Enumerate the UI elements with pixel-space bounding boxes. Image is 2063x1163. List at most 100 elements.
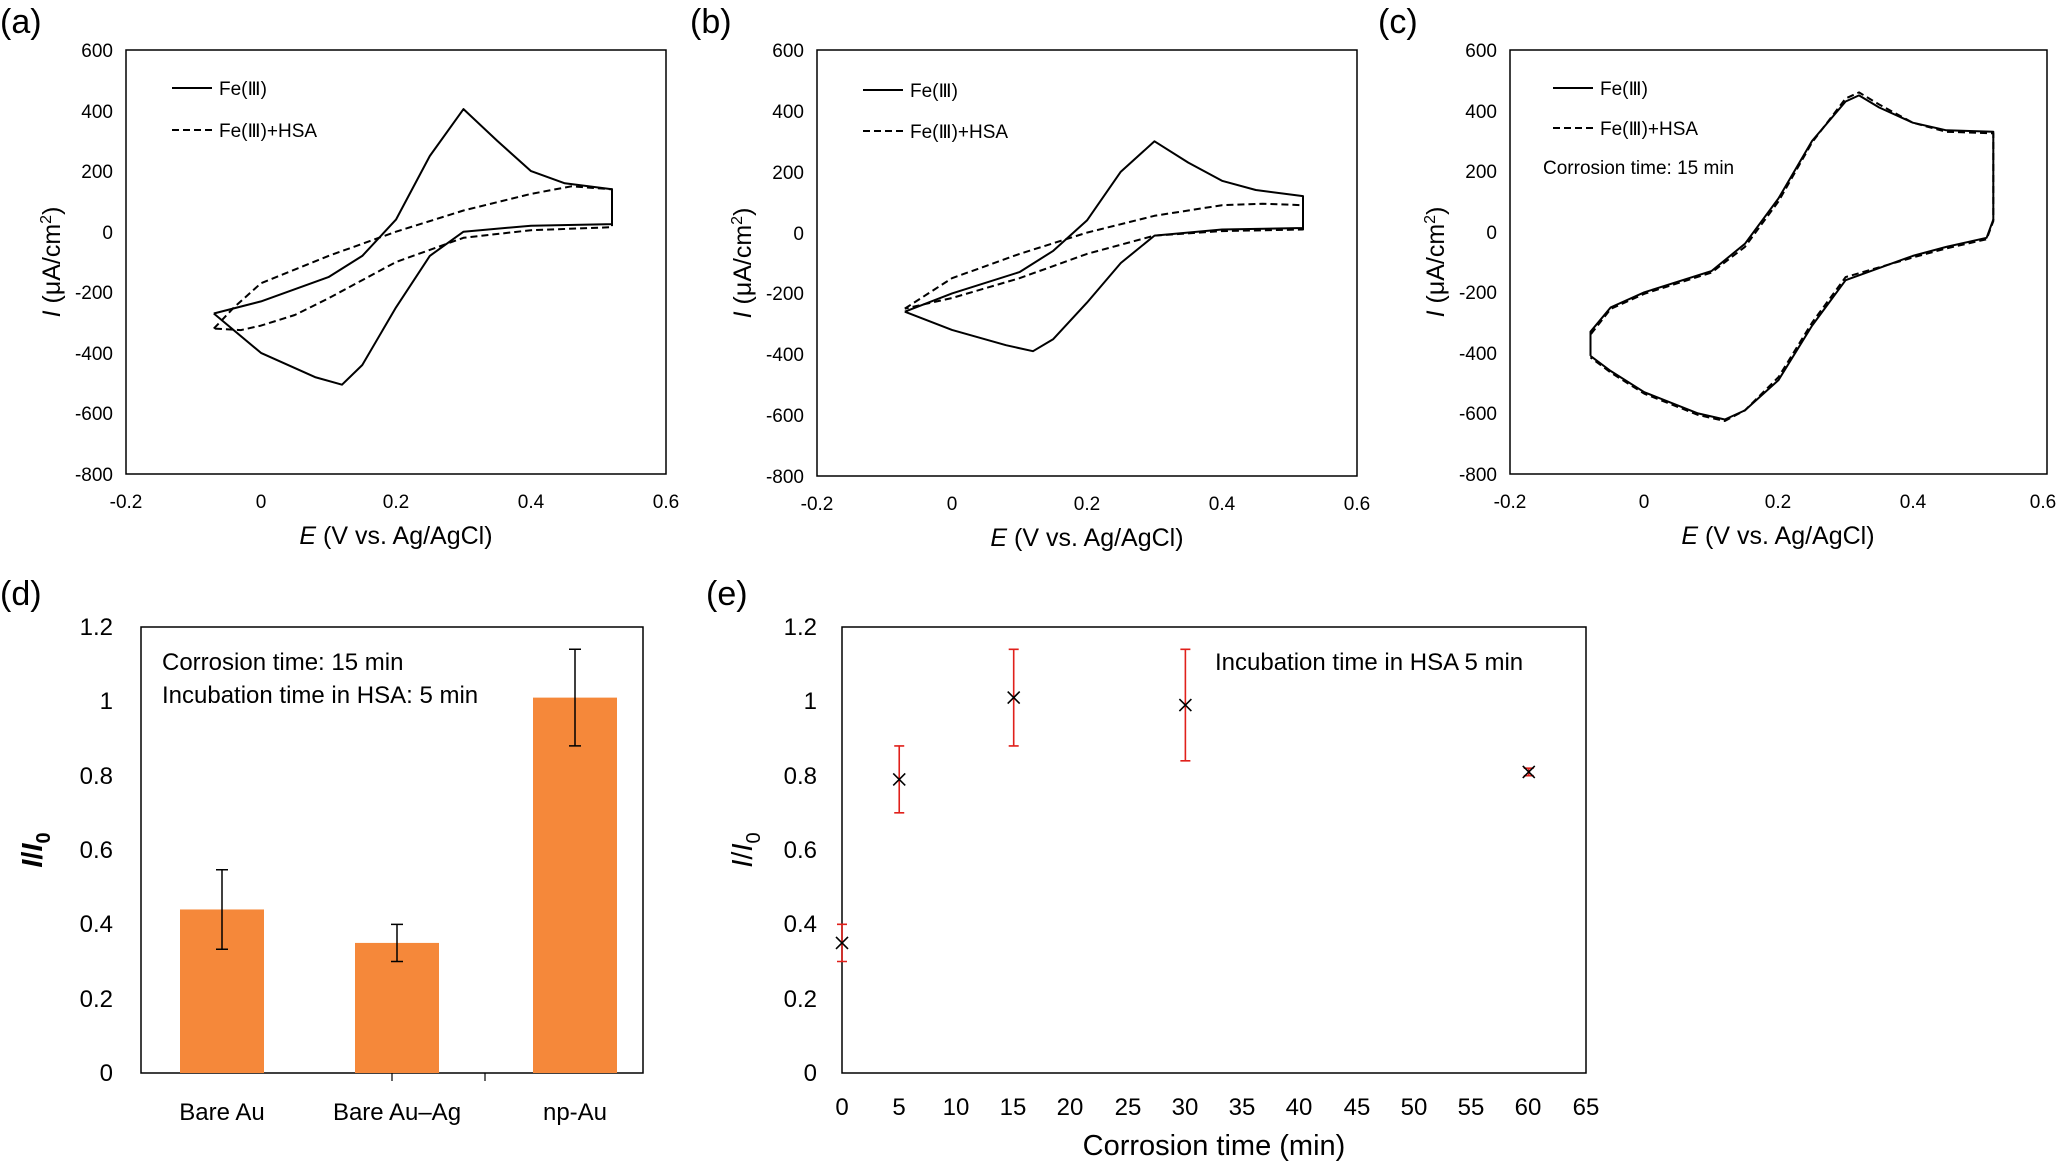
- panel-c-series-fe-line: [1589, 94, 1995, 421]
- panel-e-ylabel: I/I0: [727, 832, 765, 867]
- panel-d-error-bar: [569, 648, 581, 747]
- panel-a-curves: [213, 108, 613, 386]
- panel-c-ytick: 200: [1465, 162, 1497, 183]
- panel-c-label: (c): [1378, 3, 1418, 41]
- panel-e-points: [835, 648, 1536, 963]
- panel-a-xtick: 0.2: [383, 492, 409, 513]
- panel-b-ytick: -800: [766, 467, 804, 488]
- panel-e-data-point: [892, 772, 906, 786]
- panel-e-xtick: 0: [835, 1094, 848, 1121]
- panel-c-legend-label: Fe(Ⅲ)+HSA: [1600, 119, 1698, 140]
- panel-a: (a) 600 400 200 0 -200 -400 -600 -800 -0…: [0, 3, 679, 550]
- panel-e-ytick: 0: [804, 1060, 817, 1087]
- panel-a-legend-label: Fe(Ⅲ): [219, 79, 267, 100]
- panel-d-ylabel: I/I0: [17, 832, 55, 867]
- panel-b-ticks: 600 400 200 0 -200 -400 -600 -800 -0.2 0…: [766, 41, 1370, 515]
- panel-e-ytick: 0.6: [784, 837, 817, 864]
- panel-d: (d) 1.2 1 0.8 0.6 0.4 0.2 0 I/I0 Corrosi…: [0, 575, 644, 1126]
- panel-d-label: (d): [0, 575, 42, 613]
- panel-a-ytick: 0: [102, 223, 113, 244]
- panel-a-ytick: -600: [75, 404, 113, 425]
- panel-d-ytick: 0.4: [80, 911, 113, 938]
- panel-b-legend-label: Fe(Ⅲ)+HSA: [910, 122, 1008, 143]
- panel-c-ylabel: I (μA/cm2): [1422, 207, 1450, 318]
- panel-e-data-point: [835, 936, 849, 950]
- panel-e-xlabel: Corrosion time (min): [1083, 1130, 1346, 1162]
- panel-a-ytick: 600: [81, 41, 113, 62]
- panel-e-xtick: 5: [892, 1094, 905, 1121]
- panel-a-xtick: 0: [256, 492, 267, 513]
- panel-b: (b) 600 400 200 0 -200 -400 -600 -800 -0…: [690, 3, 1370, 552]
- panel-e-xtick: 10: [943, 1094, 970, 1121]
- panel-e-xtick: 45: [1344, 1094, 1371, 1121]
- panel-d-ytick: 0.2: [80, 986, 113, 1013]
- panel-e-data-point: [1178, 698, 1192, 712]
- panel-b-legend: Fe(Ⅲ) Fe(Ⅲ)+HSA: [863, 81, 1008, 143]
- panel-e-yticks: 1.2 1 0.8 0.6 0.4 0.2 0: [784, 614, 817, 1087]
- panel-e-xtick: 30: [1172, 1094, 1199, 1121]
- panel-a-ytick: -200: [75, 283, 113, 304]
- panel-a-ytick: 200: [81, 162, 113, 183]
- panel-a-xlabel: E (V vs. Ag/AgCl): [299, 522, 492, 550]
- panel-e-xtick: 55: [1458, 1094, 1485, 1121]
- panel-d-category-label: Bare Au: [179, 1099, 264, 1126]
- panel-b-curves: [904, 140, 1304, 353]
- panel-b-ytick: -400: [766, 345, 804, 366]
- panel-e-xtick: 40: [1286, 1094, 1313, 1121]
- panel-b-ytick: -200: [766, 284, 804, 305]
- panel-b-series-fe-hsa-line: [904, 202, 1304, 310]
- panel-b-ylabel: I (μA/cm2): [729, 208, 757, 319]
- panel-b-xtick: 0.2: [1074, 494, 1100, 515]
- panel-b-xtick: 0: [947, 494, 958, 515]
- panel-b-ytick: 0: [793, 224, 804, 245]
- panel-c-legend-label: Fe(Ⅲ): [1600, 79, 1648, 100]
- panel-e-ytick: 1: [804, 688, 817, 715]
- panel-e-xtick: 20: [1057, 1094, 1084, 1121]
- panel-e-xtick: 25: [1115, 1094, 1142, 1121]
- panel-b-xtick: 0.6: [1344, 494, 1370, 515]
- panel-c: (c) 600 400 200 0 -200 -400 -600 -800 -0…: [1378, 3, 2056, 550]
- panel-e-label: (e): [706, 575, 748, 613]
- panel-b-xtick: -0.2: [801, 494, 834, 515]
- panel-b-ytick: -600: [766, 406, 804, 427]
- panel-e-xtick: 15: [1000, 1094, 1027, 1121]
- panel-a-xtick: -0.2: [110, 492, 143, 513]
- panel-a-ticks: 600 400 200 0 -200 -400 -600 -800 -0.2 0…: [75, 41, 679, 513]
- panel-d-ytick: 1: [100, 688, 113, 715]
- panel-c-xtick: -0.2: [1494, 492, 1527, 513]
- panel-a-legend: Fe(Ⅲ) Fe(Ⅲ)+HSA: [172, 79, 317, 142]
- panel-c-plot-frame: [1509, 49, 2048, 475]
- panel-b-label: (b): [690, 3, 732, 41]
- panel-a-xtick: 0.4: [518, 492, 545, 513]
- panel-a-series-fe-line: [213, 108, 613, 386]
- panel-e: (e) 1.2 1 0.8 0.6 0.4 0.2 0 0 5 10 15 20…: [706, 575, 1599, 1162]
- panel-c-ytick: -400: [1459, 344, 1497, 365]
- panel-b-ytick: 600: [772, 41, 804, 62]
- panel-d-ytick: 0: [100, 1060, 113, 1087]
- panel-c-ytick: 600: [1465, 41, 1497, 62]
- panel-a-ylabel: I (μA/cm2): [38, 207, 66, 318]
- panel-c-ytick: -600: [1459, 404, 1497, 425]
- panel-a-plot-frame: [125, 49, 667, 475]
- panel-c-curves: [1589, 91, 1995, 422]
- panel-d-annotation: Incubation time in HSA: 5 min: [162, 682, 478, 709]
- panel-a-ytick: -800: [75, 465, 113, 486]
- panel-a-ytick: -400: [75, 344, 113, 365]
- panel-e-annotation: Incubation time in HSA 5 min: [1215, 649, 1523, 676]
- panel-b-plot-frame: [816, 49, 1358, 477]
- panel-d-bar: [533, 697, 617, 1073]
- panel-d-yticks: 1.2 1 0.8 0.6 0.4 0.2 0: [80, 614, 113, 1087]
- panel-b-series-fe-line: [904, 140, 1304, 353]
- panel-c-ytick: -800: [1459, 465, 1497, 486]
- panel-c-annotation: Corrosion time: 15 min: [1543, 158, 1734, 179]
- panel-e-xtick: 35: [1229, 1094, 1256, 1121]
- panel-d-ytick: 0.6: [80, 837, 113, 864]
- panel-e-ytick: 0.2: [784, 986, 817, 1013]
- panel-c-series-fe-hsa-line: [1589, 91, 1995, 422]
- panel-e-xtick: 65: [1573, 1094, 1600, 1121]
- panel-d-annotation: Corrosion time: 15 min: [162, 649, 403, 676]
- panel-d-bar: [355, 942, 439, 1073]
- panel-a-legend-label: Fe(Ⅲ)+HSA: [219, 121, 317, 142]
- panel-b-legend-label: Fe(Ⅲ): [910, 81, 958, 102]
